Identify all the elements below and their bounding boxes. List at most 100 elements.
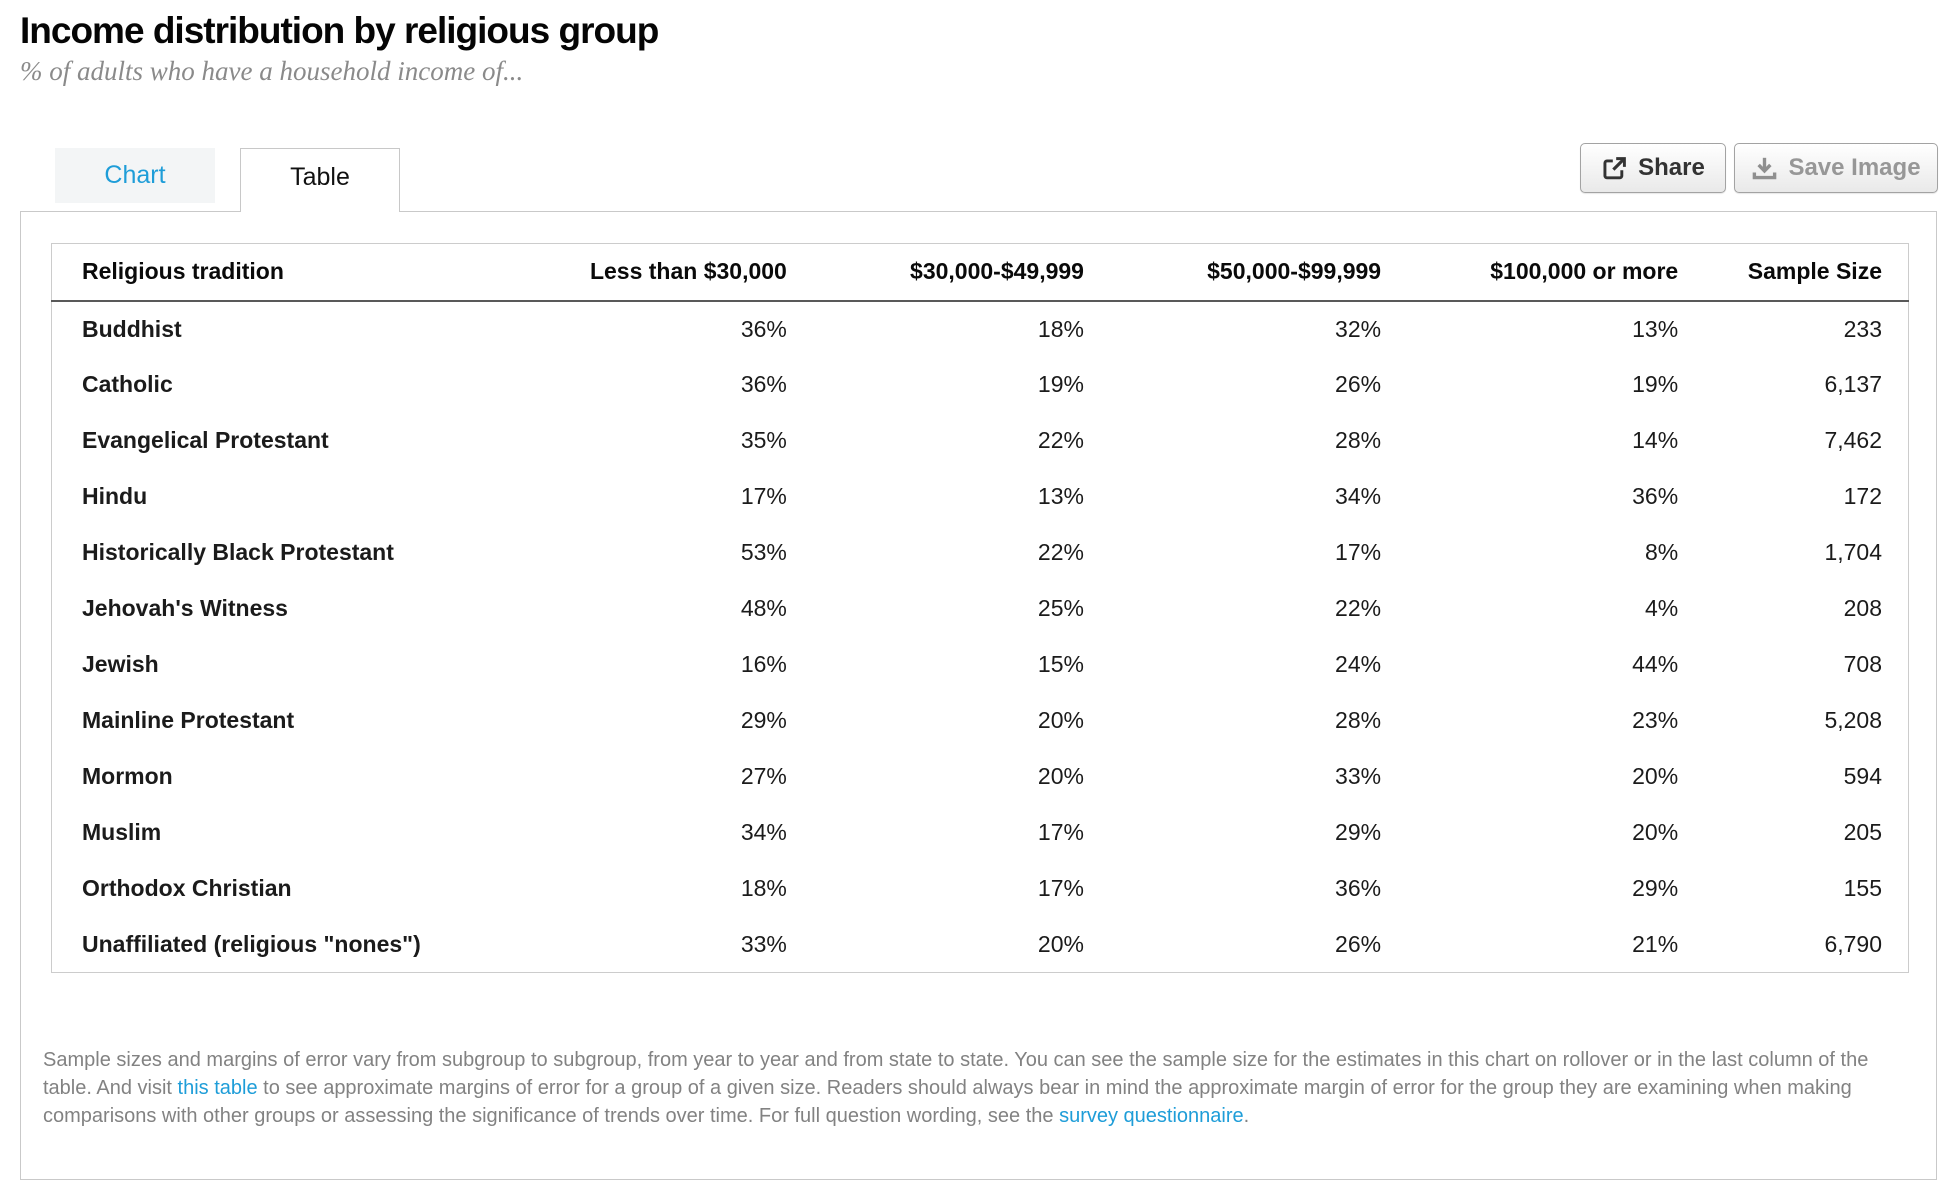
- save-image-button-label: Save Image: [1788, 154, 1921, 181]
- percent-cell: 22%: [1037, 427, 1084, 453]
- column-header: $30,000-$49,999: [812, 243, 1110, 302]
- sample-size-cell: 1,704: [1824, 539, 1882, 565]
- percent-cell: 33%: [740, 930, 787, 957]
- percent-cell: 13%: [1037, 483, 1084, 509]
- footnote-text: .: [1243, 1105, 1250, 1127]
- percent-cell: 29%: [1335, 819, 1382, 845]
- percent-cell: 28%: [1335, 427, 1382, 453]
- percent-cell: 8%: [1644, 539, 1679, 565]
- download-icon: [1751, 155, 1778, 182]
- percent-cell: 33%: [1335, 763, 1382, 789]
- tradition-cell: Evangelical Protestant: [82, 427, 329, 453]
- percent-cell: 32%: [1335, 315, 1382, 342]
- column-header: $100,000 or more: [1407, 243, 1705, 302]
- tab-table[interactable]: Table: [240, 148, 400, 212]
- tradition-cell: Jehovah's Witness: [82, 595, 288, 621]
- table-row: Buddhist 36% 18% 32% 13% 233: [52, 301, 1909, 357]
- sample-size-cell: 233: [1843, 315, 1882, 342]
- footnote-text: to see approximate margins of error for …: [43, 1077, 1852, 1127]
- tradition-cell: Historically Black Protestant: [82, 539, 394, 565]
- percent-cell: 26%: [1335, 371, 1382, 397]
- percent-cell: 29%: [1632, 875, 1679, 901]
- table-panel: Religious tradition Less than $30,000 $30,…: [20, 211, 1937, 1180]
- table-row: Orthodox Christian 18% 17% 36% 29% 155: [52, 861, 1909, 917]
- table-row: Muslim 34% 17% 29% 20% 205: [52, 805, 1909, 861]
- page-title: Income distribution by religious group: [20, 10, 659, 51]
- this-table-link[interactable]: this table: [177, 1077, 258, 1099]
- percent-cell: 18%: [1037, 315, 1084, 342]
- footnote: Sample sizes and margins of error vary f…: [43, 1046, 1899, 1130]
- percent-cell: 20%: [1037, 930, 1084, 957]
- table-row: Hindu 17% 13% 34% 36% 172: [52, 469, 1909, 525]
- percent-cell: 28%: [1335, 707, 1382, 733]
- table-row: Mainline Protestant 29% 20% 28% 23% 5,208: [52, 693, 1909, 749]
- percent-cell: 18%: [740, 875, 787, 901]
- percent-cell: 26%: [1335, 930, 1382, 957]
- percent-cell: 17%: [740, 483, 787, 509]
- table-row: Unaffiliated (religious "nones") 33% 20% 26…: [52, 917, 1909, 973]
- table-row: Jewish 16% 15% 24% 44% 708: [52, 637, 1909, 693]
- percent-cell: 48%: [740, 595, 787, 621]
- percent-cell: 36%: [740, 371, 787, 397]
- sample-size-cell: 6,790: [1824, 930, 1882, 957]
- sample-size-cell: 155: [1843, 875, 1882, 901]
- percent-cell: 20%: [1632, 763, 1679, 789]
- tab-chart[interactable]: Chart: [55, 148, 215, 203]
- share-button[interactable]: Share: [1580, 143, 1726, 193]
- percent-cell: 20%: [1037, 707, 1084, 733]
- percent-cell: 53%: [740, 539, 787, 565]
- percent-cell: 13%: [1632, 315, 1679, 342]
- tradition-cell: Mainline Protestant: [82, 707, 295, 733]
- percent-cell: 19%: [1037, 371, 1084, 397]
- sample-size-cell: 594: [1843, 763, 1882, 789]
- sample-size-cell: 7,462: [1824, 427, 1882, 453]
- percent-cell: 36%: [1335, 875, 1382, 901]
- percent-cell: 29%: [740, 707, 787, 733]
- column-header: Less than $30,000: [515, 243, 813, 302]
- percent-cell: 17%: [1037, 819, 1084, 845]
- table-row: Historically Black Protestant 53% 22% 17% 8%…: [52, 525, 1909, 581]
- percent-cell: 34%: [740, 819, 787, 845]
- sample-size-cell: 5,208: [1824, 707, 1882, 733]
- table-header-row: Religious tradition Less than $30,000 $30,…: [51, 243, 1909, 302]
- sample-size-cell: 6,137: [1824, 371, 1882, 397]
- table-row: Jehovah's Witness 48% 25% 22% 4% 208: [52, 581, 1909, 637]
- percent-cell: 19%: [1632, 371, 1679, 397]
- data-table-wrap: Religious tradition Less than $30,000 $30,…: [51, 243, 1909, 973]
- percent-cell: 15%: [1037, 651, 1084, 677]
- percent-cell: 35%: [740, 427, 787, 453]
- percent-cell: 25%: [1037, 595, 1084, 621]
- percent-cell: 44%: [1632, 651, 1679, 677]
- sample-size-cell: 205: [1843, 819, 1882, 845]
- table-row: Catholic 36% 19% 26% 19% 6,137: [52, 357, 1909, 413]
- column-header: Religious tradition: [51, 243, 516, 302]
- sample-size-cell: 708: [1843, 651, 1882, 677]
- table-row: Mormon 27% 20% 33% 20% 594: [52, 749, 1909, 805]
- survey-questionnaire-link[interactable]: survey questionnaire: [1059, 1105, 1244, 1127]
- percent-cell: 24%: [1335, 651, 1382, 677]
- page-subtitle: % of adults who have a household income …: [20, 56, 524, 86]
- percent-cell: 4%: [1644, 595, 1679, 621]
- share-icon: [1601, 155, 1628, 182]
- percent-cell: 17%: [1335, 539, 1382, 565]
- table-row: Evangelical Protestant 35% 22% 28% 14% 7,462: [52, 413, 1909, 469]
- percent-cell: 27%: [740, 763, 787, 789]
- footnote-text: Sample sizes and margins of error vary f…: [43, 1049, 1869, 1099]
- percent-cell: 36%: [1632, 483, 1679, 509]
- income-table: Religious tradition Less than $30,000 $30,…: [51, 243, 1909, 973]
- percent-cell: 22%: [1335, 595, 1382, 621]
- tradition-cell: Mormon: [82, 763, 173, 789]
- table-body: Buddhist 36% 18% 32% 13% 233 Catholic 36% 19% 26%…: [52, 301, 1909, 973]
- sample-size-cell: 172: [1843, 483, 1882, 509]
- tradition-cell: Unaffiliated (religious "nones"): [82, 930, 421, 957]
- tradition-cell: Buddhist: [82, 315, 182, 342]
- save-image-button[interactable]: Save Image: [1734, 143, 1938, 193]
- sample-size-cell: 208: [1843, 595, 1882, 621]
- tradition-cell: Catholic: [82, 371, 173, 397]
- percent-cell: 23%: [1632, 707, 1679, 733]
- percent-cell: 16%: [740, 651, 787, 677]
- percent-cell: 14%: [1632, 427, 1679, 453]
- percent-cell: 20%: [1632, 819, 1679, 845]
- percent-cell: 36%: [740, 315, 787, 342]
